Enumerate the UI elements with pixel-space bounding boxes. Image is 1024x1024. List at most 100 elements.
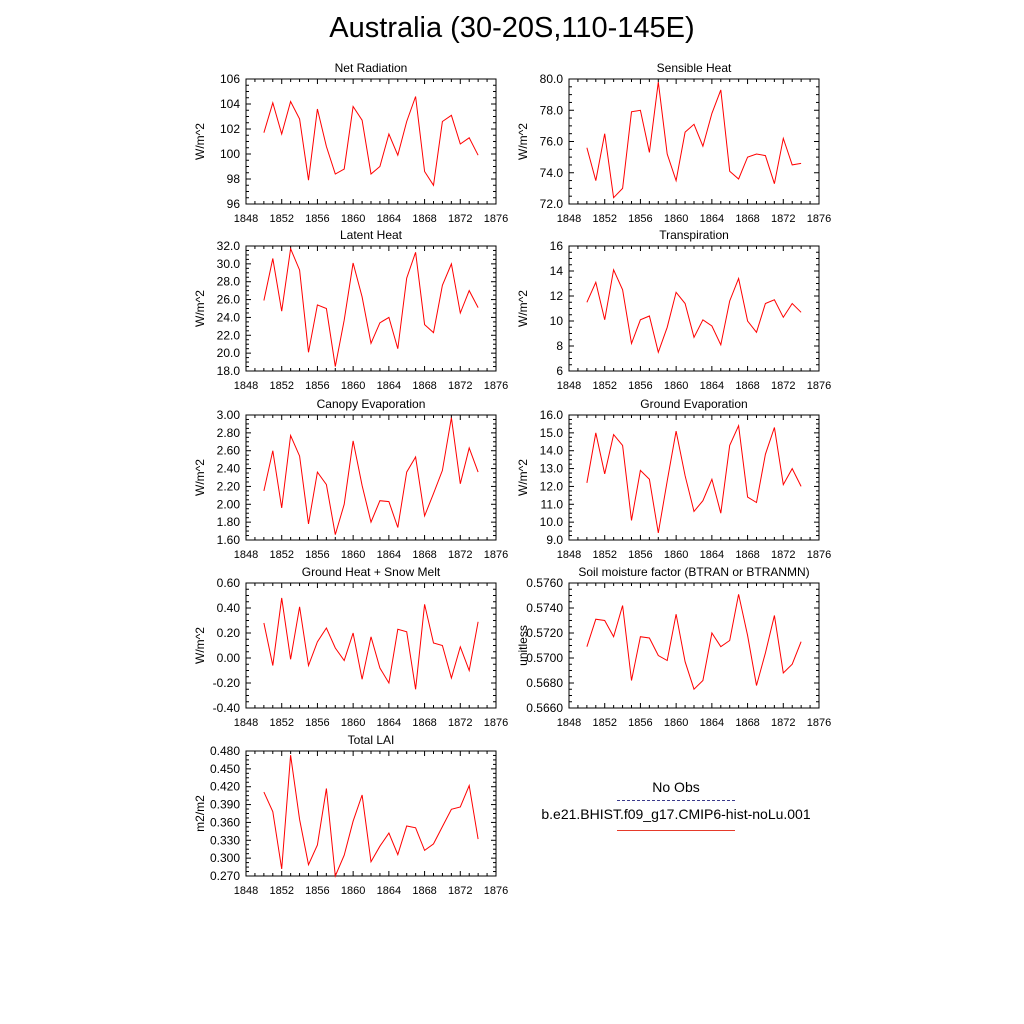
x-tick-label: 1868 bbox=[412, 213, 436, 225]
y-axis-label: unitless bbox=[516, 625, 530, 666]
y-tick-label: 106 bbox=[220, 72, 240, 86]
y-tick-label: 14 bbox=[550, 264, 564, 278]
x-tick-label: 1876 bbox=[807, 549, 831, 561]
y-axis-label: W/m^2 bbox=[193, 290, 207, 327]
x-tick-label: 1868 bbox=[735, 380, 759, 392]
y-tick-label: 104 bbox=[220, 97, 240, 111]
x-tick-label: 1876 bbox=[807, 380, 831, 392]
y-tick-label: 9.0 bbox=[546, 533, 563, 547]
x-tick-label: 1848 bbox=[234, 717, 258, 729]
x-tick-label: 1852 bbox=[592, 549, 616, 561]
series-line bbox=[263, 417, 479, 535]
y-tick-label: 28.0 bbox=[217, 275, 241, 289]
plot-frame bbox=[245, 750, 497, 877]
y-tick-label: 0.390 bbox=[210, 798, 240, 812]
y-tick-label: 2.00 bbox=[217, 497, 241, 511]
x-tick-label: 1868 bbox=[412, 549, 436, 561]
panel-title: Net Radiation bbox=[335, 61, 408, 75]
x-tick-label: 1868 bbox=[412, 717, 436, 729]
y-tick-label: 102 bbox=[220, 122, 240, 136]
x-tick-label: 1872 bbox=[771, 380, 795, 392]
y-tick-label: 12 bbox=[550, 289, 564, 303]
x-tick-label: 1864 bbox=[377, 380, 401, 392]
y-tick-label: 0.360 bbox=[210, 815, 240, 829]
y-tick-label: 32.0 bbox=[217, 239, 241, 253]
chart-panel: 1848 1852 1856 1860 1864 1868 1872 1876 18.0 20.0… bbox=[193, 228, 508, 392]
y-tick-label: 10 bbox=[550, 314, 564, 328]
x-tick-label: 1848 bbox=[234, 549, 258, 561]
y-tick-label: 0.60 bbox=[217, 576, 241, 590]
y-tick-label: 80.0 bbox=[540, 72, 564, 86]
y-tick-label: 20.0 bbox=[217, 346, 241, 360]
y-tick-label: -0.20 bbox=[213, 676, 241, 690]
y-axis-label: W/m^2 bbox=[516, 290, 530, 327]
y-tick-label: 0.00 bbox=[217, 651, 241, 665]
chart-panel: 1848 1852 1856 1860 1864 1868 1872 1876 0.270 0.3… bbox=[193, 733, 508, 897]
x-tick-label: 1868 bbox=[412, 380, 436, 392]
y-tick-label: 16.0 bbox=[540, 408, 564, 422]
x-tick-label: 1872 bbox=[448, 717, 472, 729]
chart-panel: 1848 1852 1856 1860 1864 1868 1872 1876 -0.40 -0.… bbox=[193, 565, 508, 729]
x-tick-label: 1848 bbox=[557, 717, 581, 729]
series-line bbox=[263, 246, 479, 367]
y-tick-label: 3.00 bbox=[217, 408, 241, 422]
y-tick-label: 0.5700 bbox=[526, 651, 563, 665]
x-tick-label: 1860 bbox=[341, 717, 365, 729]
panel-title: Total LAI bbox=[348, 733, 395, 747]
panel-title: Latent Heat bbox=[340, 228, 403, 242]
x-tick-label: 1852 bbox=[269, 213, 293, 225]
y-tick-label: 2.80 bbox=[217, 426, 241, 440]
chart-panel: 1848 1852 1856 1860 1864 1868 1872 1876 9.0 10.0 1… bbox=[516, 397, 831, 561]
x-tick-label: 1876 bbox=[484, 717, 508, 729]
x-tick-label: 1856 bbox=[628, 213, 652, 225]
x-tick-label: 1852 bbox=[269, 885, 293, 897]
x-tick-label: 1860 bbox=[664, 549, 688, 561]
x-tick-label: 1856 bbox=[305, 213, 329, 225]
x-tick-label: 1872 bbox=[771, 549, 795, 561]
x-tick-label: 1860 bbox=[341, 380, 365, 392]
series-line bbox=[586, 268, 802, 355]
y-axis-label: W/m^2 bbox=[193, 123, 207, 160]
y-tick-label: 8 bbox=[556, 339, 563, 353]
y-tick-label: 100 bbox=[220, 147, 240, 161]
chart-panel: 1848 1852 1856 1860 1864 1868 1872 1876 0.5660 0.… bbox=[516, 565, 831, 729]
y-tick-label: 6 bbox=[556, 364, 563, 378]
y-tick-label: 0.40 bbox=[217, 601, 241, 615]
x-tick-label: 1868 bbox=[412, 885, 436, 897]
y-tick-label: 0.270 bbox=[210, 869, 240, 883]
y-tick-label: 10.0 bbox=[540, 515, 564, 529]
y-tick-label: 2.20 bbox=[217, 479, 241, 493]
y-axis-label: W/m^2 bbox=[516, 123, 530, 160]
x-tick-label: 1864 bbox=[700, 717, 724, 729]
x-tick-label: 1848 bbox=[234, 213, 258, 225]
chart-panel: 1848 1852 1856 1860 1864 1868 1872 1876 6 8 10 12 14… bbox=[516, 228, 831, 392]
x-tick-label: 1864 bbox=[377, 885, 401, 897]
y-tick-label: 0.5740 bbox=[526, 601, 563, 615]
y-tick-label: 12.0 bbox=[540, 479, 564, 493]
y-axis-label: W/m^2 bbox=[193, 459, 207, 496]
y-tick-label: 2.60 bbox=[217, 444, 241, 458]
y-tick-label: 22.0 bbox=[217, 328, 241, 342]
x-tick-label: 1852 bbox=[592, 213, 616, 225]
panel-title: Canopy Evaporation bbox=[317, 397, 426, 411]
y-axis-label: W/m^2 bbox=[193, 627, 207, 664]
x-tick-label: 1856 bbox=[305, 549, 329, 561]
legend-label-case: b.e21.BHIST.f09_g17.CMIP6-hist-noLu.001 bbox=[541, 806, 811, 822]
x-tick-label: 1872 bbox=[771, 717, 795, 729]
y-tick-label: 13.0 bbox=[540, 462, 564, 476]
x-tick-label: 1868 bbox=[735, 549, 759, 561]
y-tick-label: 0.420 bbox=[210, 780, 240, 794]
x-tick-label: 1852 bbox=[269, 549, 293, 561]
y-axis-label: m2/m2 bbox=[193, 795, 207, 832]
x-tick-label: 1856 bbox=[628, 549, 652, 561]
x-tick-label: 1852 bbox=[269, 380, 293, 392]
x-tick-label: 1876 bbox=[484, 213, 508, 225]
y-tick-label: 11.0 bbox=[541, 497, 564, 511]
x-tick-label: 1856 bbox=[305, 885, 329, 897]
figure-title: Australia (30-20S,110-145E) bbox=[329, 12, 695, 44]
x-tick-label: 1860 bbox=[341, 885, 365, 897]
x-tick-label: 1868 bbox=[735, 213, 759, 225]
x-tick-label: 1852 bbox=[269, 717, 293, 729]
y-tick-label: 2.40 bbox=[217, 462, 241, 476]
